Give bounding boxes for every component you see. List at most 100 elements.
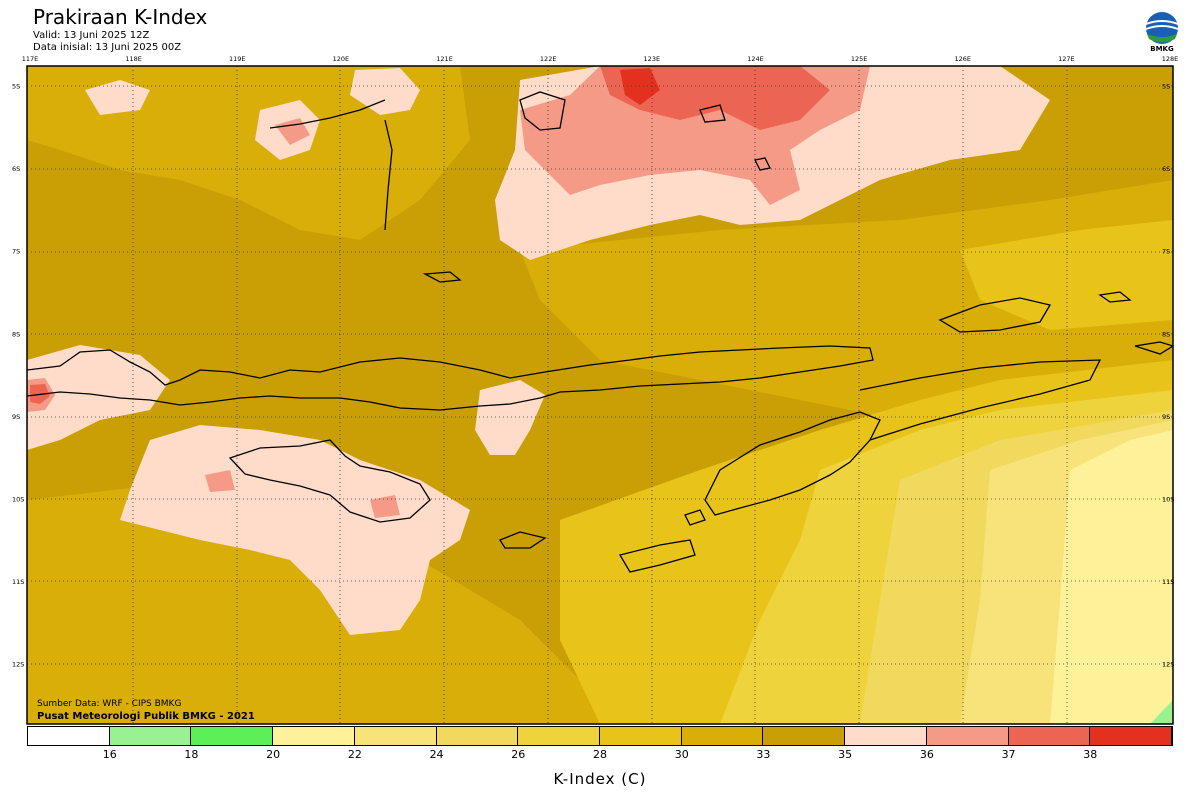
coast-savu [618, 539, 696, 573]
lon-label-119E: 119E [229, 55, 246, 63]
colorbar-swatch [191, 727, 274, 745]
colorbar-swatch [845, 727, 927, 745]
colorbar-label: 18 [184, 748, 199, 761]
field-36-nw [275, 118, 310, 145]
coast-selayar [384, 119, 393, 231]
coast-island-1 [422, 271, 462, 283]
lon-label-127E: 127E [1058, 55, 1075, 63]
field-35-central [475, 380, 545, 455]
coast-small-s [499, 531, 547, 549]
coast-north-sulawesi [269, 99, 386, 129]
colorbar-label: 37 [1001, 748, 1016, 761]
lat-label-5S-right: 5S [1162, 83, 1170, 91]
lat-label-9S-left: 9S [12, 413, 20, 421]
valid-time: Valid: 13 Juni 2025 12Z [33, 30, 150, 41]
initial-time: Data inisial: 13 Juni 2025 00Z [33, 42, 182, 53]
field-36-sw [205, 470, 235, 492]
page-title: Prakiraan K-Index [33, 5, 208, 29]
coastlines [27, 91, 1173, 573]
lon-label-123E: 123E [644, 55, 661, 63]
field-30-north-east [960, 220, 1173, 330]
map-frame [26, 65, 1174, 725]
coast-north-isles [519, 91, 566, 131]
field-35-nw2 [350, 68, 420, 115]
lat-label-8S-left: 8S [12, 330, 20, 338]
lat-label-10S-left: 10S [12, 496, 24, 504]
colorbar-label: 20 [266, 748, 281, 761]
longitude-labels: 117E 118E 119E 120E 121E 122E 123E 124E 125E 126E… [22, 55, 1179, 63]
colorbar-frame [27, 726, 1173, 746]
field-38 [620, 68, 660, 105]
colorbar-swatch [518, 727, 600, 745]
coast-flores-tip [1134, 341, 1173, 355]
colorbar-swatch [1090, 727, 1172, 745]
coast-island-2 [1098, 291, 1132, 303]
colorbar-swatch [354, 727, 437, 745]
lon-label-124E: 124E [747, 55, 764, 63]
coast-sumbawa-lombok [27, 345, 874, 411]
lat-label-10S-right: 10S [1162, 496, 1174, 504]
grid-lines [27, 66, 1173, 724]
colorbar-label: 16 [102, 748, 117, 761]
field-layer [27, 66, 1173, 724]
field-33-south [27, 480, 620, 724]
publisher-credit: Pusat Meteorologi Publik BMKG - 2021 [37, 711, 255, 722]
colorbar-label: 30 [674, 748, 689, 761]
lon-label-118E: 118E [125, 55, 142, 63]
lon-label-122E: 122E [540, 55, 557, 63]
lat-label-7S-right: 7S [1162, 248, 1170, 256]
coast-wetar [938, 297, 1052, 333]
colorbar-label: 35 [838, 748, 853, 761]
source-credit: Sumber Data: WRF - CIPS BMKG [37, 699, 181, 709]
colorbar-swatch [273, 727, 355, 745]
lon-label-125E: 125E [851, 55, 868, 63]
colorbar-label: 38 [1083, 748, 1098, 761]
colorbar-label: 36 [919, 748, 934, 761]
colorbar-swatch [600, 727, 682, 745]
lat-label-5S-left: 5S [12, 83, 20, 91]
lon-label-126E: 126E [954, 55, 971, 63]
logo-label: BMKG [1150, 45, 1174, 53]
coast-timor [704, 411, 881, 516]
field-35-nw3 [85, 80, 150, 115]
field-22 [1050, 430, 1173, 724]
field-36-s [370, 495, 400, 518]
colorbar-label: 22 [347, 748, 362, 761]
field-35-west [27, 345, 170, 450]
coast-sumba [228, 439, 431, 523]
bmkg-logo-icon [1145, 12, 1179, 44]
lat-label-12S-right: 12S [1162, 661, 1174, 669]
lon-label-120E: 120E [333, 55, 350, 63]
latitude-labels: 5S 5S 6S 6S 7S 7S 8S 8S 9S 9S 10S 10S 11S 11S 12S 12S [12, 83, 1174, 669]
coast-timor-leste-outline [859, 359, 1102, 441]
lat-label-8S-right: 8S [1162, 330, 1170, 338]
colorbar-swatch [926, 727, 1009, 745]
colorbar-swatch [681, 727, 764, 745]
lat-label-12S-left: 12S [12, 661, 24, 669]
colorbar-label: 24 [429, 748, 444, 761]
lat-label-11S-left: 11S [12, 578, 24, 586]
colorbar-label: 26 [511, 748, 526, 761]
colorbar-swatch [109, 727, 192, 745]
colorbar-swatch [28, 727, 110, 745]
colorbar-title: K-Index (C) [553, 770, 647, 788]
field-37 [600, 66, 830, 130]
colorbar-swatch [763, 727, 846, 745]
lon-label-117E: 117E [22, 55, 39, 63]
coast-rote [684, 509, 706, 526]
colorbar-label: 33 [756, 748, 771, 761]
lat-label-7S-left: 7S [12, 248, 20, 256]
colorbar-label: 28 [593, 748, 607, 761]
field-20 [1150, 700, 1173, 724]
lat-label-11S-right: 11S [1162, 578, 1174, 586]
colorbar-swatch [1008, 727, 1091, 745]
coast-island-3 [699, 104, 726, 123]
lat-label-9S-right: 9S [1162, 413, 1170, 421]
lon-label-121E: 121E [436, 55, 453, 63]
coast-island-4 [754, 157, 771, 171]
lon-label-128E: 128E [1162, 55, 1179, 63]
lat-label-6S-right: 6S [1162, 165, 1170, 173]
colorbar-swatch [436, 727, 519, 745]
lat-label-6S-left: 6S [12, 165, 20, 173]
